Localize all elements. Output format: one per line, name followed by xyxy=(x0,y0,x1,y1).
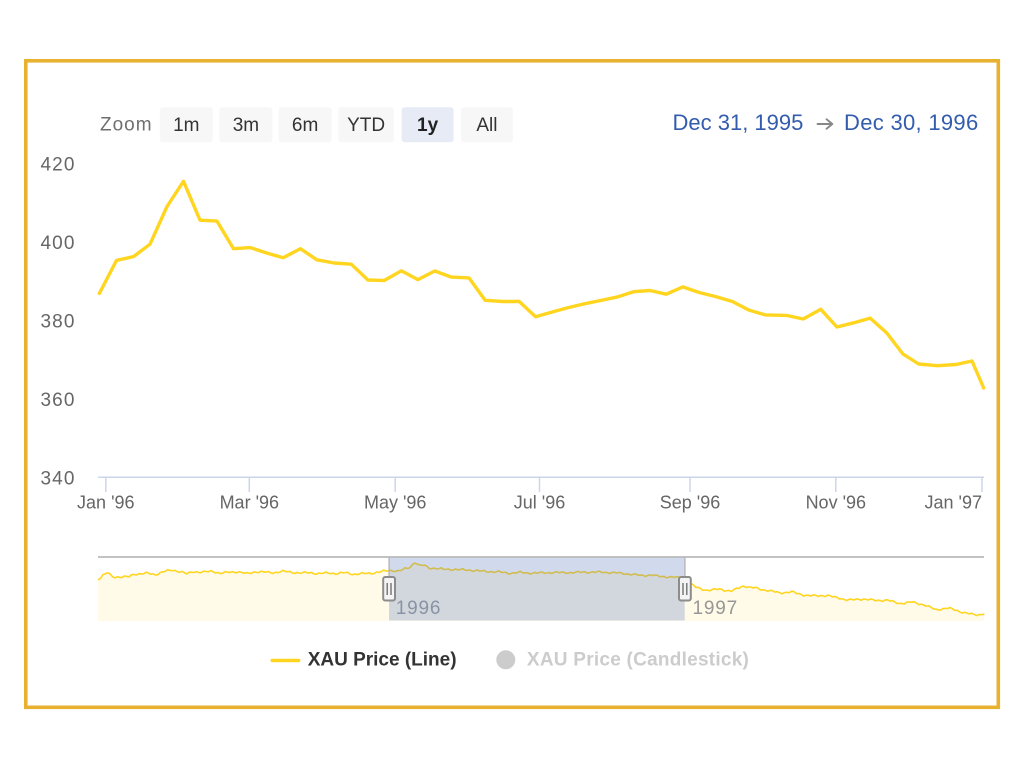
svg-text:Nov '96: Nov '96 xyxy=(806,493,866,513)
svg-text:3m: 3m xyxy=(233,115,259,136)
svg-text:1996: 1996 xyxy=(396,598,441,619)
svg-text:Sep '96: Sep '96 xyxy=(660,493,721,513)
svg-text:Mar '96: Mar '96 xyxy=(220,493,279,513)
svg-text:420: 420 xyxy=(40,155,75,176)
svg-text:All: All xyxy=(476,115,497,136)
svg-text:Jul '96: Jul '96 xyxy=(514,493,565,513)
svg-text:360: 360 xyxy=(40,390,75,411)
svg-text:6m: 6m xyxy=(292,115,318,136)
svg-text:XAU Price (Line): XAU Price (Line) xyxy=(308,650,457,671)
svg-text:Dec 30, 1996: Dec 30, 1996 xyxy=(844,110,978,135)
svg-text:Jan '97: Jan '97 xyxy=(925,493,982,513)
svg-text:400: 400 xyxy=(40,233,75,254)
svg-text:May '96: May '96 xyxy=(364,493,426,513)
svg-text:1m: 1m xyxy=(173,115,199,136)
svg-text:XAU Price (Candlestick): XAU Price (Candlestick) xyxy=(527,650,749,671)
svg-text:340: 340 xyxy=(40,469,75,490)
svg-text:Zoom: Zoom xyxy=(100,115,153,136)
svg-text:380: 380 xyxy=(40,312,75,333)
svg-text:1997: 1997 xyxy=(693,598,738,619)
svg-text:Jan '96: Jan '96 xyxy=(77,493,134,513)
svg-text:Dec 31, 1995: Dec 31, 1995 xyxy=(673,110,804,135)
svg-text:1y: 1y xyxy=(417,115,439,136)
svg-text:YTD: YTD xyxy=(347,115,385,136)
